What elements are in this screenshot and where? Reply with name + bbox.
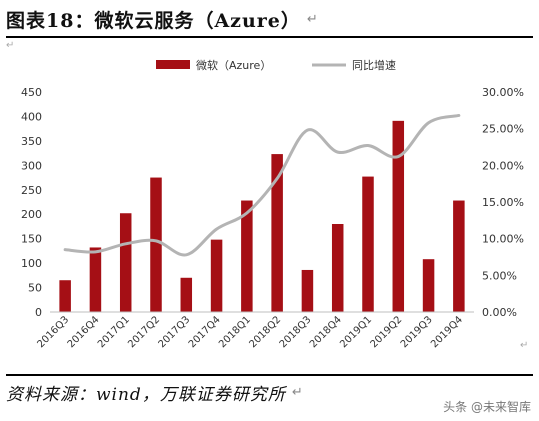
bar xyxy=(180,277,193,312)
x-tick-label: 2016Q4 xyxy=(66,314,102,350)
x-tick-label: 2018Q2 xyxy=(247,314,283,350)
x-tick-label: 2016Q3 xyxy=(35,314,71,350)
return-mark-icon: ↵ xyxy=(520,340,529,351)
bar xyxy=(453,200,465,312)
return-mark-icon: ↵ xyxy=(6,40,15,51)
x-tick-label: 2017Q3 xyxy=(157,314,193,350)
return-mark-icon: ↵ xyxy=(306,11,318,27)
x-tick-label: 2019Q4 xyxy=(429,314,465,350)
bar xyxy=(210,239,223,312)
x-tick-label: 2017Q4 xyxy=(187,314,223,350)
bar xyxy=(271,154,283,312)
y-tick-label: 100 xyxy=(21,257,42,270)
y2-tick-label: 10.00% xyxy=(482,233,524,246)
x-tick-label: 2018Q1 xyxy=(217,314,253,350)
x-tick-label: 2018Q3 xyxy=(278,314,314,350)
x-tick-label: 2019Q3 xyxy=(399,314,435,350)
x-tick-label: 2018Q4 xyxy=(308,314,344,350)
title-bar: 图表18：微软云服务（Azure） ↵ xyxy=(6,2,533,38)
y-tick-label: 50 xyxy=(28,282,42,295)
bar xyxy=(241,200,253,312)
growth-line xyxy=(63,113,461,257)
bar xyxy=(59,280,71,312)
legend-swatch-bar xyxy=(156,60,190,69)
chart: 微软（Azure） 同比增速 0 50 100 150 200 250 300 350 400 450… xyxy=(21,58,524,350)
y2-tick-label: 30.00% xyxy=(482,86,524,99)
y-tick-label: 200 xyxy=(21,208,42,221)
bar xyxy=(150,177,162,312)
y-tick-label: 400 xyxy=(21,110,42,123)
legend-label-line: 同比增速 xyxy=(352,58,396,72)
watermark: 头条 @未来智库 xyxy=(443,400,531,414)
y-tick-label: 300 xyxy=(21,159,42,172)
source-note: 资料来源：wind，万联证券研究所 xyxy=(6,384,286,405)
bar xyxy=(301,269,314,312)
x-tick-label: 2017Q1 xyxy=(96,314,132,350)
y-tick-label: 350 xyxy=(21,135,42,148)
y2-tick-label: 5.00% xyxy=(482,269,517,282)
y-tick-label: 0 xyxy=(35,306,42,319)
page-title: 图表18：微软云服务（Azure） xyxy=(6,9,301,32)
x-tick-label: 2019Q1 xyxy=(338,314,374,350)
y2-tick-label: 25.00% xyxy=(482,123,524,136)
bar xyxy=(331,224,344,312)
y-tick-label: 450 xyxy=(21,86,42,99)
bar xyxy=(362,176,374,312)
source-bar: 资料来源：wind，万联证券研究所 ↵ xyxy=(6,374,533,408)
x-tick-label: 2019Q2 xyxy=(369,314,405,350)
y-tick-label: 150 xyxy=(21,233,42,246)
bar xyxy=(422,259,435,312)
y2-tick-label: 20.00% xyxy=(482,159,524,172)
bar xyxy=(119,213,132,312)
return-mark-icon: ↵ xyxy=(291,384,303,400)
y-tick-label: 250 xyxy=(21,184,42,197)
legend-label-bar: 微软（Azure） xyxy=(196,58,271,72)
x-tick-label: 2017Q2 xyxy=(126,314,162,350)
bar xyxy=(392,120,405,312)
y2-tick-label: 15.00% xyxy=(482,196,524,209)
y2-tick-label: 0.00% xyxy=(482,306,517,319)
bar xyxy=(89,247,102,312)
